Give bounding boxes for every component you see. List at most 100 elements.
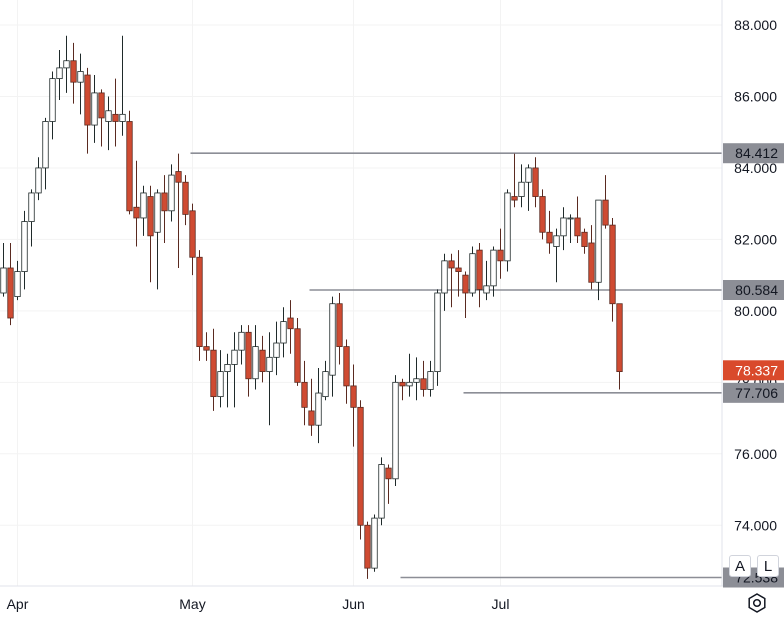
candle-body-up (238, 331, 245, 351)
candle (35, 157, 42, 201)
candle-body-down (126, 121, 133, 212)
last-price-box (723, 360, 784, 381)
log-scale-label: L (763, 557, 773, 575)
candle (462, 271, 469, 319)
candle-body-up (140, 192, 147, 219)
candle-body-up (63, 60, 70, 69)
candle-body-down (546, 231, 553, 244)
candle-body-down (497, 249, 504, 262)
candle-body-up (168, 174, 175, 212)
candle (574, 196, 581, 243)
candle (105, 96, 112, 151)
candle-body-down (385, 467, 392, 480)
last-price-label: 78.337 (735, 362, 778, 378)
candle (189, 203, 196, 276)
candle-body-up (392, 381, 399, 480)
candle-body-up (77, 71, 84, 83)
candle (483, 260, 490, 301)
candle-body-up (322, 371, 329, 398)
candle (245, 325, 252, 397)
candle (357, 400, 364, 540)
candle (490, 246, 497, 297)
candle-body-up (490, 249, 497, 287)
candle (315, 368, 322, 444)
candle-body-up (224, 364, 231, 373)
candle-body-down (112, 113, 119, 122)
candle-body-up (21, 221, 28, 272)
candle-body-down (336, 303, 343, 347)
candle-body-up (315, 392, 322, 426)
candle-body-up (560, 217, 567, 237)
candle-body-down (588, 242, 595, 283)
candle-body-up (329, 303, 336, 376)
candle-body-down (532, 167, 539, 197)
candle-body-down (182, 181, 189, 215)
candle (14, 260, 21, 301)
candle (511, 153, 518, 208)
candle (112, 78, 119, 147)
candle (476, 242, 483, 308)
candle-body-up (371, 517, 378, 569)
candle-body-up (469, 253, 476, 294)
grid (0, 0, 722, 586)
candle-body-down (350, 385, 357, 408)
candle (133, 160, 140, 247)
candle (147, 185, 154, 283)
level-tag-box (723, 143, 784, 164)
candle-body-up (427, 371, 434, 390)
y-tick-label: 82.000 (734, 231, 777, 247)
candle (455, 250, 462, 297)
candle-body-down (203, 346, 210, 351)
auto-scale-button[interactable]: A (729, 555, 751, 577)
settings-button[interactable] (746, 592, 768, 614)
candle-body-down (399, 381, 406, 387)
candle-body-up (406, 381, 413, 387)
candle-body-up (434, 292, 441, 373)
x-tick-label: May (179, 596, 205, 612)
candle-body-up (553, 235, 560, 247)
candle (371, 514, 378, 572)
candle-body-down (462, 274, 469, 294)
candle (420, 360, 427, 397)
support-resistance-lines (190, 152, 722, 579)
candle (182, 175, 189, 226)
candle-body-down (616, 303, 623, 373)
log-scale-button[interactable]: L (757, 555, 779, 577)
candle-body-down (210, 349, 217, 398)
candle (203, 332, 210, 361)
candle-body-up (378, 464, 385, 519)
candle (616, 303, 623, 390)
candle-body-up (105, 110, 112, 122)
candle-body-down (511, 196, 518, 201)
candle (329, 296, 336, 397)
candle-body-up (14, 271, 21, 297)
candle (595, 199, 602, 301)
candle (161, 175, 168, 243)
candle (609, 217, 616, 322)
candle (322, 360, 329, 401)
time-axis[interactable]: Apr May Jun Jul (7, 596, 510, 612)
candle (98, 89, 105, 147)
candle (70, 42, 77, 104)
candle-body-up (42, 121, 49, 169)
x-tick-label: Apr (7, 596, 29, 612)
candle (259, 335, 266, 383)
candle (581, 228, 588, 254)
candle (56, 50, 63, 101)
candle (434, 289, 441, 386)
candle (154, 189, 161, 290)
level-tag-label: 84.412 (735, 145, 778, 161)
candle-body-up (35, 167, 42, 194)
candle-body-up (0, 267, 7, 294)
candle (539, 189, 546, 240)
candle (224, 353, 231, 408)
candle-body-down (420, 378, 427, 390)
candle (238, 325, 245, 365)
candle-body-down (364, 524, 371, 569)
candle-body-down (539, 196, 546, 233)
last-price-tag: 78.337 (723, 360, 784, 381)
candle (140, 185, 147, 236)
y-tick-label: 80.000 (734, 303, 777, 319)
candle-body-down (70, 60, 77, 83)
